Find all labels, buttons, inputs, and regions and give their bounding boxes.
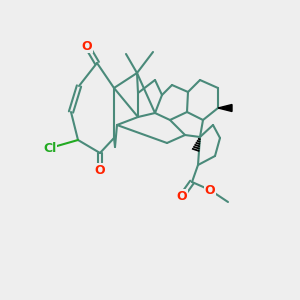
Text: O: O xyxy=(177,190,187,202)
Text: O: O xyxy=(95,164,105,176)
Text: O: O xyxy=(82,40,92,52)
Text: O: O xyxy=(205,184,215,196)
Polygon shape xyxy=(218,104,232,112)
Text: Cl: Cl xyxy=(44,142,57,154)
